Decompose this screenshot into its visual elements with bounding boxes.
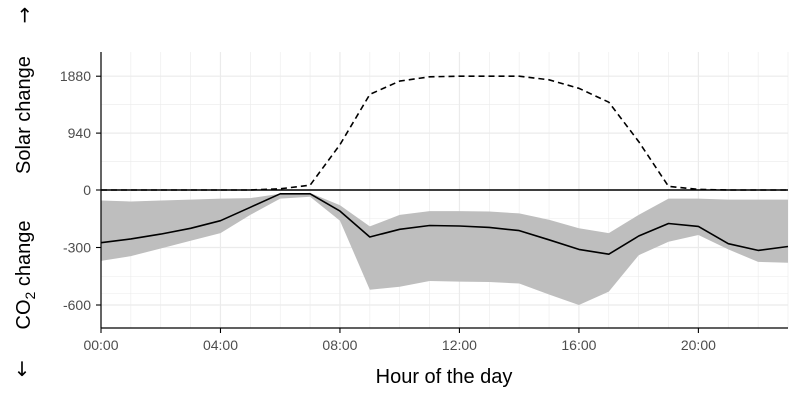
co2-range-band (101, 192, 788, 305)
y-axis-title-co2-subscript: 2 (22, 291, 38, 299)
y-axis-title-solar: Solar change (13, 56, 35, 174)
y-tick-label: -600 (63, 297, 91, 313)
arrow-down-icon: ↓ (14, 357, 31, 381)
solar-series-line (101, 75, 788, 191)
y-tick-label: 940 (68, 125, 92, 141)
x-tick-label: 20:00 (681, 337, 716, 353)
arrow-up-icon: → (12, 7, 36, 24)
y-axis-title-co2: CO2 change (13, 221, 38, 330)
y-tick-label: 0 (83, 182, 91, 198)
x-tick-label: 00:00 (83, 337, 118, 353)
co2-series-line (100, 193, 789, 255)
axes (96, 52, 788, 333)
y-axis-title-co2-suffix: change (13, 221, 35, 292)
y-axis-title-co2-prefix: CO (13, 299, 35, 329)
y-tick-label: 1880 (60, 68, 91, 84)
y-tick-label: -300 (63, 240, 91, 256)
x-axis-title: Hour of the day (376, 366, 513, 388)
x-tick-label: 12:00 (442, 337, 477, 353)
x-tick-label: 08:00 (322, 337, 357, 353)
tick-labels: 00:00 04:00 08:00 12:00 16:00 20:00 -600 -300 0 9… (60, 68, 716, 353)
x-tick-label: 16:00 (561, 337, 596, 353)
x-tick-label: 04:00 (203, 337, 238, 353)
plot-marks (100, 75, 789, 305)
